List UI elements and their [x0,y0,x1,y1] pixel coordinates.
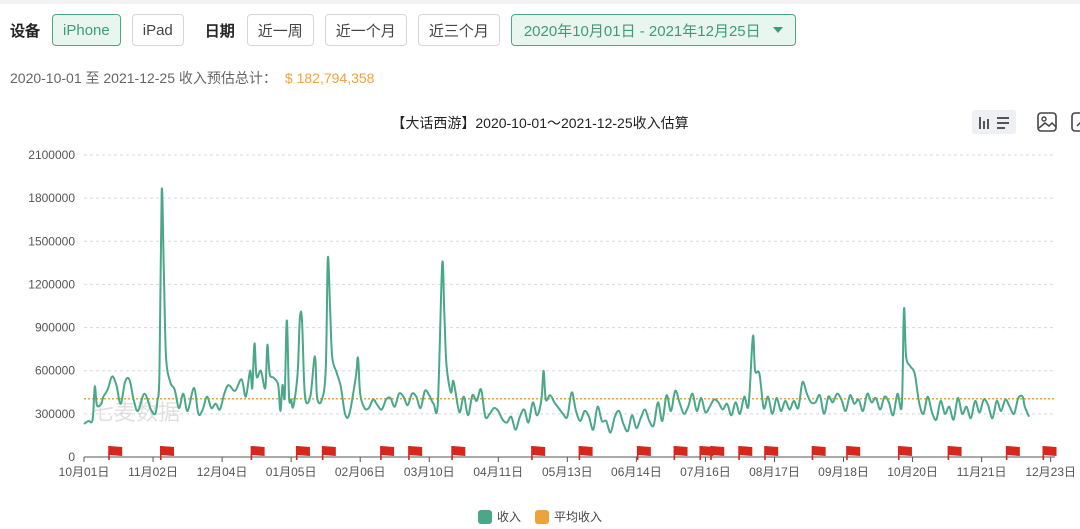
revenue-chart: 七麦数据 0 300000 600000 900000 1200000 1500000 18… [28,148,1076,479]
chart-watermark: 七麦数据 [92,401,180,426]
x-axis: 10月01日 11月02日 12月04日 01月05日 02月06日 03月10日 04月1… [59,456,1076,479]
date-range-picker[interactable]: 2020年10月01日 - 2021年12月25日 [510,14,796,46]
chart-title: 【大话西游】2020-10-01～2021-12-25收入估算 [391,115,689,131]
x-tick-label: 01月05日 [266,465,317,479]
y-tick-label: 300000 [35,407,75,421]
event-flag-icon[interactable] [673,446,688,460]
revenue-series-line [83,187,1031,434]
top-divider [0,0,1080,4]
range-week-button[interactable]: 近一周 [246,14,314,46]
summary-text: 2020-10-01 至 2021-12-25 收入预估总计： [10,70,277,86]
event-flag-icon[interactable] [846,446,861,460]
event-flag-icon[interactable] [321,446,336,460]
event-flag-icon[interactable] [408,446,423,460]
range-three-months-button[interactable]: 近三个月 [417,14,500,46]
x-tick-label: 10月20日 [887,465,938,479]
event-flag-icon[interactable] [710,446,725,460]
event-flag-icon[interactable] [699,446,714,460]
legend-swatch-revenue [477,509,492,524]
legend-label-average: 平均收入 [554,510,603,524]
date-label: 日期 [204,22,235,40]
event-markers [108,446,1057,460]
x-tick-label: 09月18日 [818,465,869,479]
y-tick-label: 1200000 [28,277,75,291]
event-flag-icon[interactable] [578,446,593,460]
event-flag-icon[interactable] [738,446,753,460]
date-range-value: 2020年10月01日 - 2021年12月25日 [523,22,761,40]
x-tick-label: 12月04日 [197,465,248,479]
x-tick-label: 03月10日 [404,465,455,479]
device-ipad-button[interactable]: iPad [131,14,184,46]
revenue-layer [83,187,1031,434]
event-flag-icon[interactable] [451,446,466,460]
legend-label-revenue: 收入 [496,510,521,524]
event-flag-icon[interactable] [295,446,310,460]
y-tick-label: 2100000 [28,148,75,162]
x-tick-label: 11月02日 [128,465,178,479]
event-flag-icon[interactable] [1005,446,1020,460]
device-label: 设备 [10,22,41,40]
event-flag-icon[interactable] [108,446,123,460]
x-tick-label: 06月14日 [611,465,662,479]
x-tick-label: 12月23日 [1025,465,1076,479]
event-flag-icon[interactable] [1042,446,1057,460]
event-flag-icon[interactable] [636,446,651,460]
grid-lines [84,154,1055,415]
event-flag-icon[interactable] [159,446,174,460]
x-tick-label: 08月17日 [749,465,800,479]
bar-chart-icon [979,117,1009,129]
chart-type-toggle[interactable] [972,110,1016,134]
range-month-button[interactable]: 近一个月 [324,14,407,46]
summary-total: $ 182,794,358 [284,70,375,86]
zoom-icon[interactable] [1070,111,1080,133]
y-tick-label: 900000 [35,321,75,335]
chart-toolbar [972,110,1080,134]
filter-bar: 设备 iPhone iPad 日期 近一周 近一个月 近三个月 2020年10月… [10,14,796,46]
x-tick-label: 10月01日 [59,465,110,479]
y-tick-label: 1800000 [28,191,75,205]
chevron-down-icon [772,27,783,33]
y-tick-label: 600000 [35,364,75,378]
legend-item-revenue[interactable]: 收入 [477,508,521,525]
y-tick-label: 1500000 [28,234,75,248]
legend-item-average[interactable]: 平均收入 [535,508,602,525]
event-flag-icon[interactable] [531,446,546,460]
device-iphone-button[interactable]: iPhone [52,14,121,46]
x-tick-label: 07月16日 [680,465,731,479]
save-image-icon[interactable] [1036,111,1058,133]
legend-swatch-average [535,509,549,524]
revenue-summary: 2020-10-01 至 2021-12-25 收入预估总计： $ 182,794… [10,68,374,88]
event-flag-icon[interactable] [947,446,962,460]
event-flag-icon[interactable] [764,446,779,460]
x-tick-label: 02月06日 [335,465,386,479]
event-flag-icon[interactable] [380,446,395,460]
x-tick-label: 05月13日 [542,465,593,479]
event-flag-icon[interactable] [897,446,912,460]
chart-legend: 收入 平均收入 [0,508,1080,525]
event-flag-icon[interactable] [250,446,265,460]
y-axis: 0 300000 600000 900000 1200000 1500000 1800000… [28,148,75,464]
x-tick-label: 04月11日 [473,465,523,479]
x-tick-label: 11月21日 [957,465,1007,479]
y-tick-label: 0 [68,450,75,464]
event-flag-icon[interactable] [811,446,826,460]
